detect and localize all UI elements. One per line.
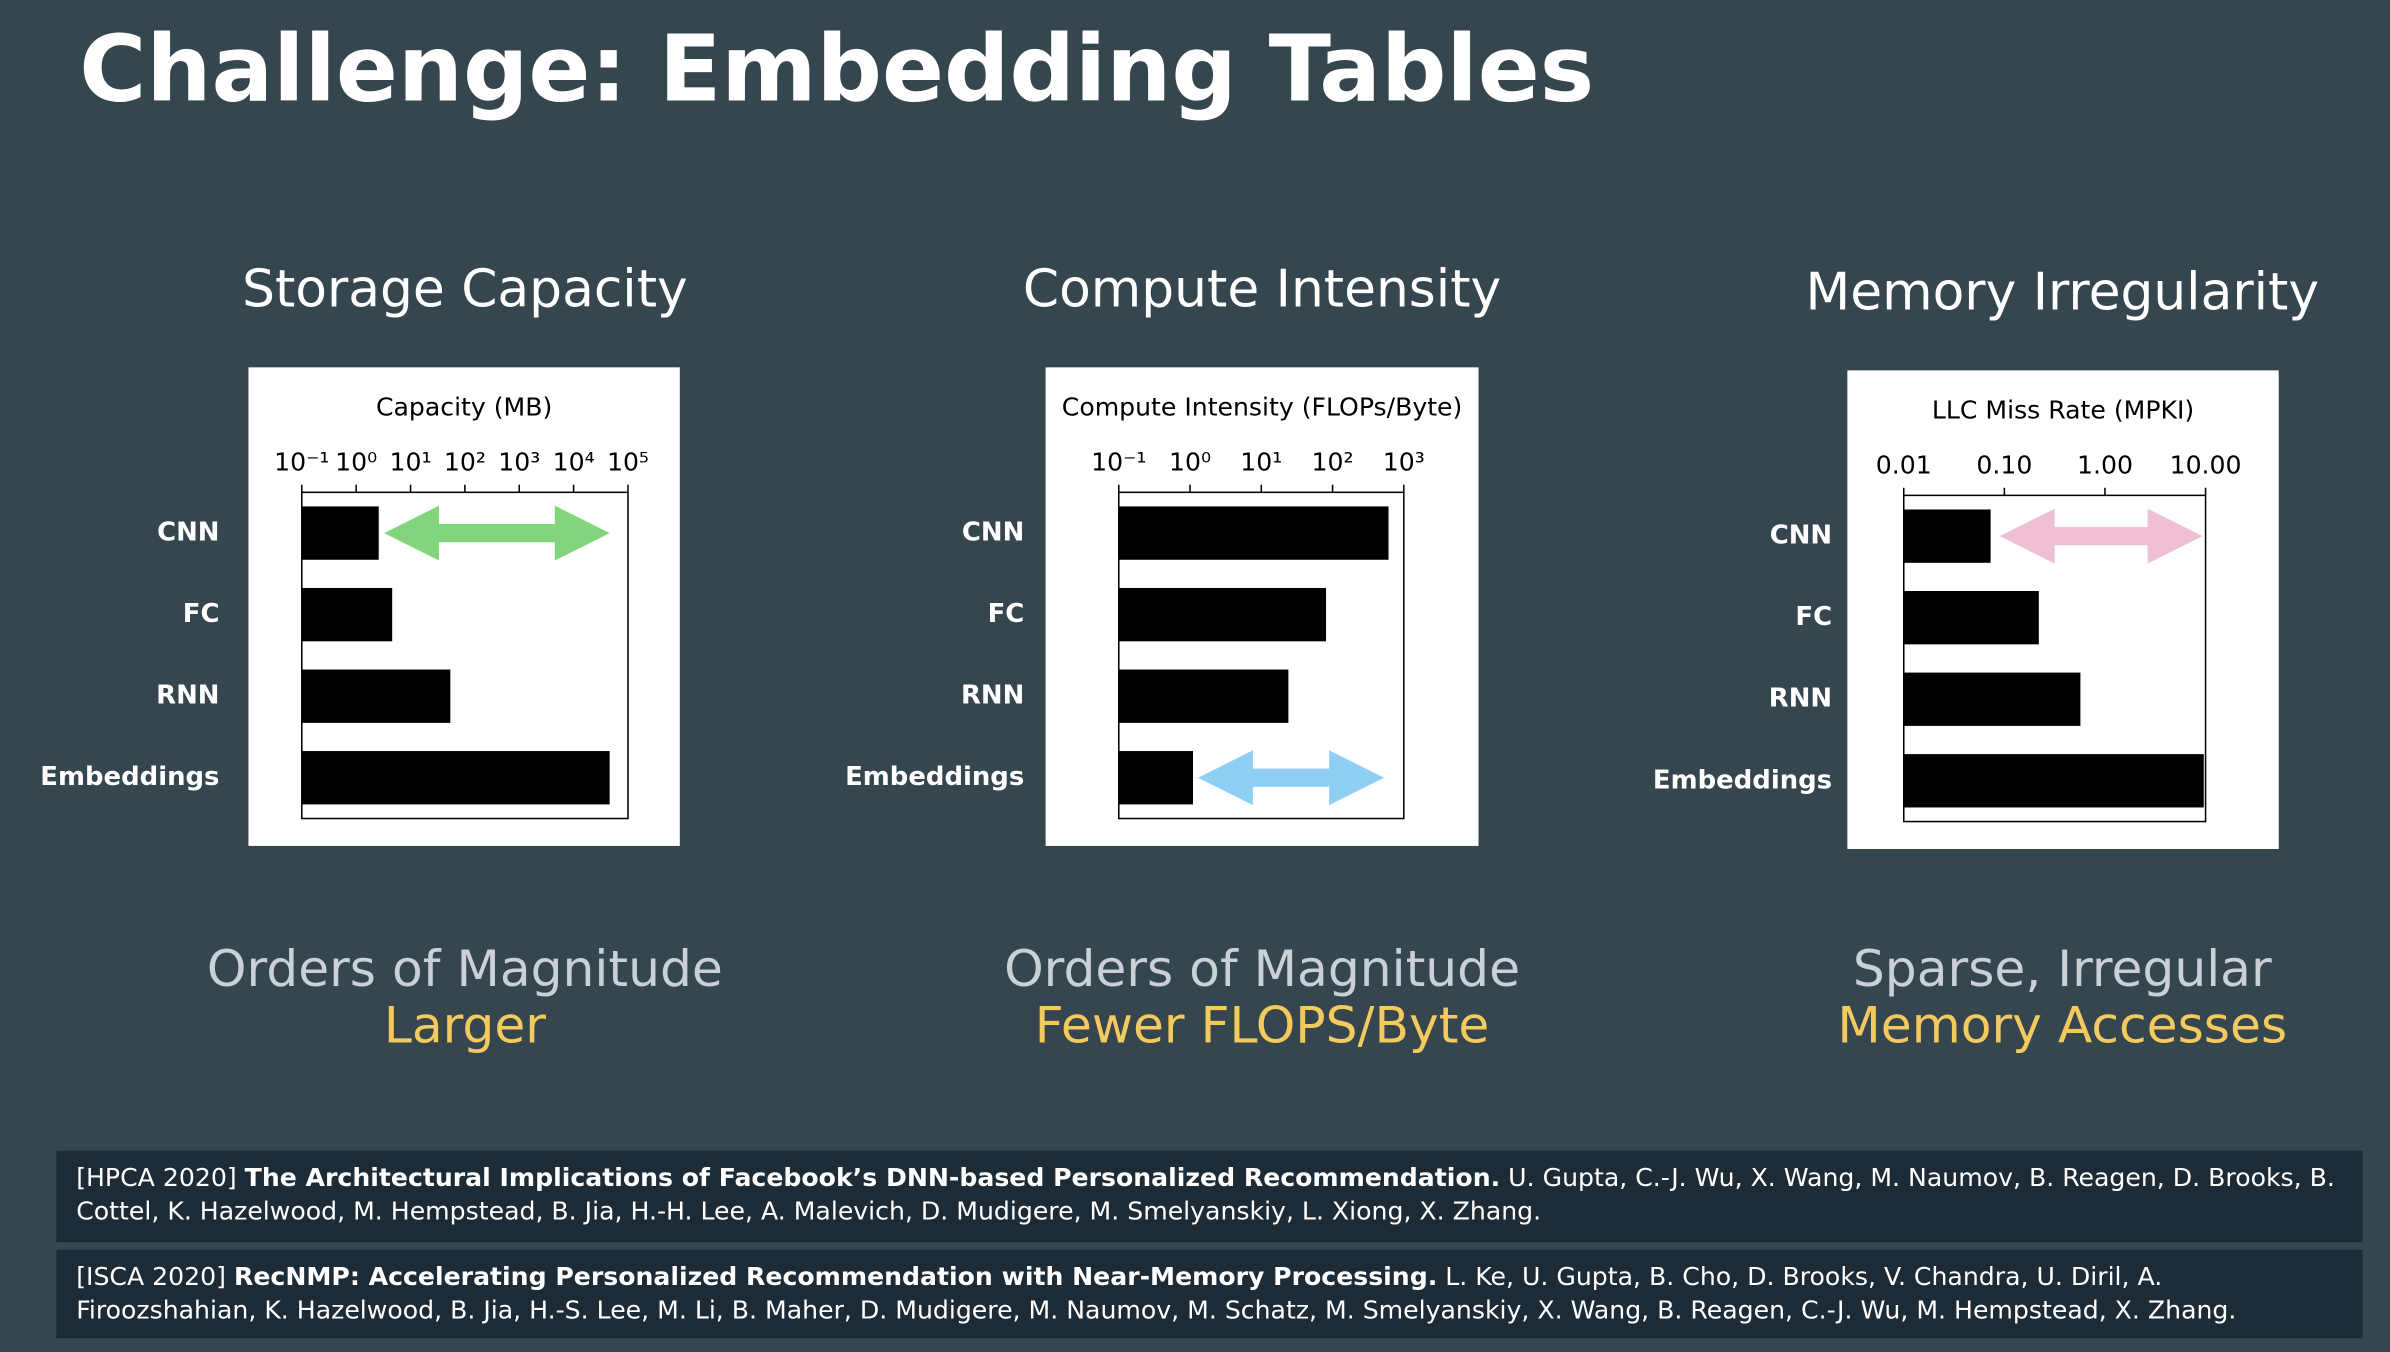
slide-title: Challenge: Embedding Tables bbox=[79, 16, 1594, 123]
bar bbox=[1118, 669, 1289, 723]
reference: [HPCA 2020] The Architectural Implicatio… bbox=[56, 1150, 2363, 1243]
category-label: RNN bbox=[1769, 684, 1832, 714]
caption: Orders of Magnitude bbox=[1004, 939, 1520, 998]
bar bbox=[301, 587, 393, 642]
category-label: Embeddings bbox=[1653, 765, 1832, 795]
annotation-arrow bbox=[1198, 750, 1385, 806]
x-tick-label: 10² bbox=[444, 447, 486, 476]
category-label: RNN bbox=[156, 681, 219, 711]
bar bbox=[1903, 672, 2081, 726]
x-tick-label: 10³ bbox=[1383, 447, 1425, 476]
reference: [ISCA 2020] RecNMP: Accelerating Persona… bbox=[56, 1249, 2363, 1339]
bar bbox=[1903, 754, 2204, 808]
x-axis-title: Capacity (MB) bbox=[376, 392, 552, 421]
x-tick-label: 10⁻¹ bbox=[274, 447, 329, 476]
x-tick-label: 1.00 bbox=[2077, 450, 2133, 479]
category-label: Embeddings bbox=[40, 762, 219, 792]
x-tick-label: 10⁴ bbox=[553, 447, 595, 476]
reference-authors: U. Gupta, C.-J. Wu, X. Wang, M. Naumov, … bbox=[76, 1162, 2335, 1226]
annotation-arrow bbox=[384, 505, 610, 561]
bar bbox=[1118, 587, 1327, 642]
category-label: FC bbox=[1795, 602, 1832, 632]
x-tick-label: 10³ bbox=[498, 447, 540, 476]
bar bbox=[1903, 509, 1991, 563]
x-tick-label: 0.10 bbox=[1976, 450, 2032, 479]
x-tick-label: 10⁰ bbox=[335, 447, 377, 476]
x-tick-label: 0.01 bbox=[1876, 450, 1932, 479]
x-tick-label: 10⁰ bbox=[1169, 447, 1211, 476]
chart-title: Memory Irregularity bbox=[1806, 263, 2319, 323]
x-axis-title: Compute Intensity (FLOPs/Byte) bbox=[1062, 392, 1463, 421]
x-tick-label: 10¹ bbox=[1240, 447, 1282, 476]
category-label: RNN bbox=[961, 681, 1024, 711]
caption-highlight: Memory Accesses bbox=[1837, 995, 2287, 1054]
x-tick-label: 10⁵ bbox=[607, 447, 649, 476]
reference-title: RecNMP: Accelerating Personalized Recomm… bbox=[233, 1262, 1438, 1292]
category-label: FC bbox=[183, 599, 220, 629]
reference-title: The Architectural Implications of Facebo… bbox=[244, 1162, 1501, 1192]
bar bbox=[301, 669, 451, 723]
reference-authors: L. Ke, U. Gupta, B. Cho, D. Brooks, V. C… bbox=[76, 1262, 2237, 1325]
bar bbox=[1118, 751, 1193, 805]
bar bbox=[301, 506, 379, 560]
caption-highlight: Larger bbox=[384, 995, 546, 1054]
chart-title: Storage Capacity bbox=[242, 260, 688, 320]
bar bbox=[1118, 506, 1389, 560]
caption-highlight: Fewer FLOPS/Byte bbox=[1035, 995, 1490, 1054]
reference-venue: [ISCA 2020] bbox=[76, 1262, 226, 1292]
category-label: FC bbox=[988, 599, 1025, 629]
x-tick-label: 10¹ bbox=[390, 447, 432, 476]
x-axis-title: LLC Miss Rate (MPKI) bbox=[1932, 396, 2194, 425]
x-tick-label: 10⁻¹ bbox=[1091, 447, 1146, 476]
chart-title: Compute Intensity bbox=[1023, 260, 1501, 320]
caption: Sparse, Irregular bbox=[1853, 939, 2272, 998]
category-label: CNN bbox=[157, 518, 219, 548]
category-label: CNN bbox=[1770, 521, 1832, 551]
plot-frame bbox=[1903, 494, 2207, 823]
bar bbox=[301, 751, 610, 805]
category-label: Embeddings bbox=[845, 762, 1024, 792]
x-tick-label: 10² bbox=[1312, 447, 1354, 476]
bar bbox=[1903, 591, 2039, 645]
x-tick-label: 10.00 bbox=[2170, 450, 2242, 479]
annotation-arrow bbox=[1999, 508, 2203, 564]
reference-venue: [HPCA 2020] bbox=[76, 1162, 237, 1192]
category-label: CNN bbox=[962, 518, 1024, 548]
caption: Orders of Magnitude bbox=[207, 939, 723, 998]
